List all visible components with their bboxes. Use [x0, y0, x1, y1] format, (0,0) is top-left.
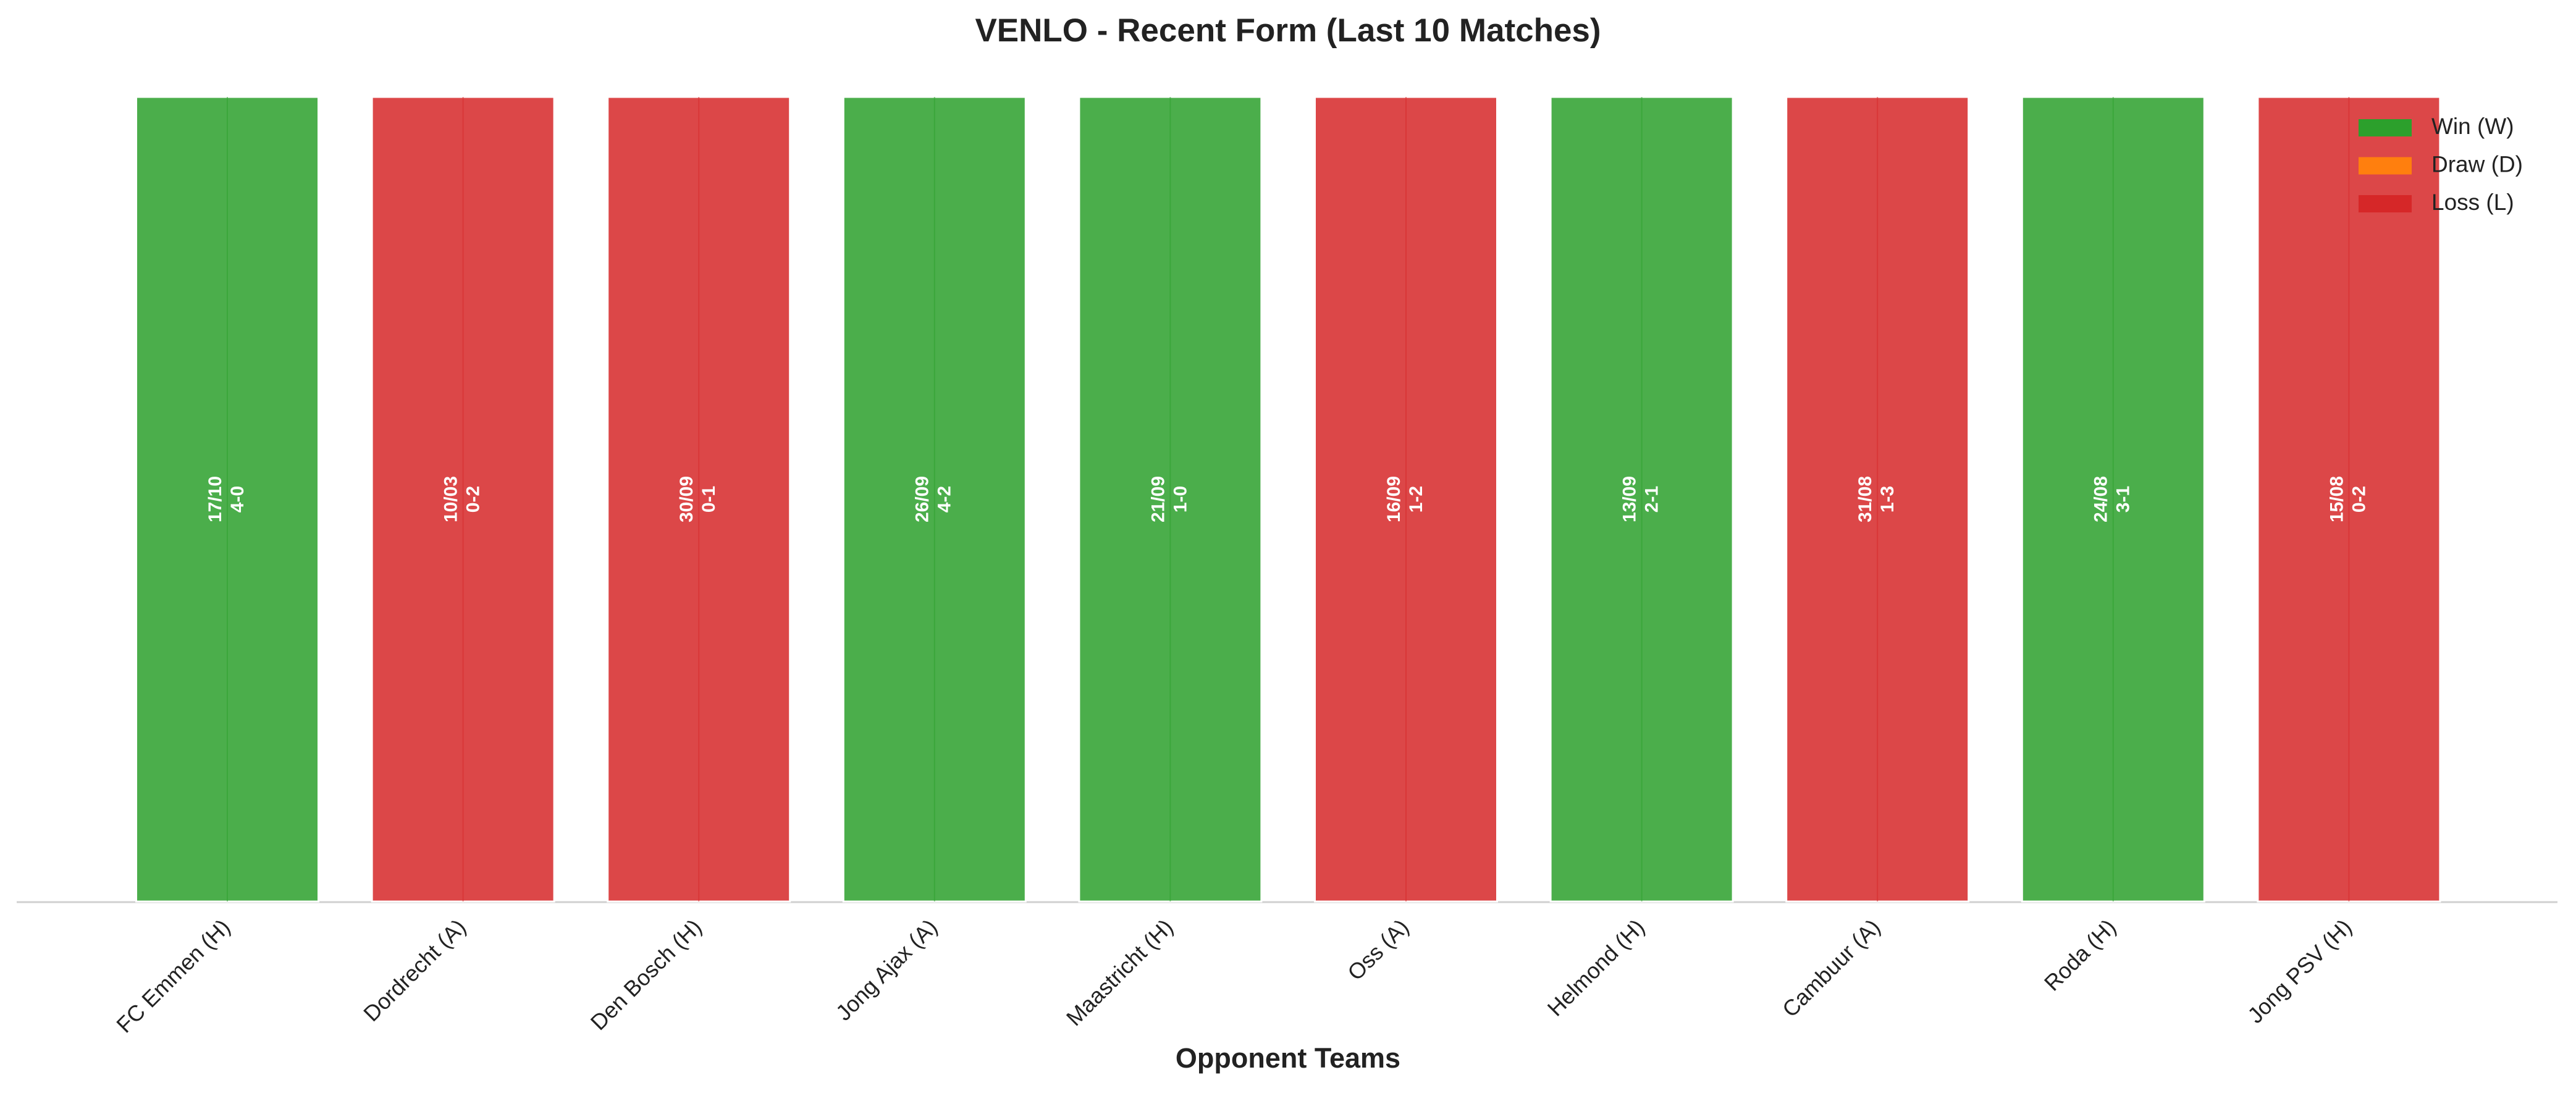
match-date: 24/08: [2091, 476, 2111, 522]
legend-swatch: [2359, 157, 2412, 175]
match-date: 21/09: [1148, 476, 1168, 522]
x-tick-label: Cambuur (A): [1777, 914, 1885, 1022]
chart-title: VENLO - Recent Form (Last 10 Matches): [975, 12, 1601, 49]
match-date: 31/08: [1855, 476, 1875, 522]
match-score: 1-0: [1170, 486, 1190, 512]
match-date: 15/08: [2326, 476, 2347, 522]
match-score: 0-2: [2349, 486, 2369, 512]
match-date: 13/09: [1620, 476, 1640, 522]
legend-swatch: [2359, 119, 2412, 136]
x-tick-label: Jong Ajax (A): [831, 914, 942, 1025]
x-tick-label: Den Bosch (H): [586, 914, 707, 1035]
match-score: 4-0: [227, 486, 248, 512]
match-score: 2-1: [1642, 486, 1662, 512]
match-score: 0-1: [699, 486, 719, 512]
legend-label: Win (W): [2431, 114, 2514, 139]
match-score: 1-3: [1877, 486, 1898, 512]
match-date: 17/10: [205, 476, 225, 522]
x-tick-label: FC Emmen (H): [111, 914, 235, 1037]
x-tick-label: Dordrecht (A): [358, 914, 471, 1026]
match-date: 26/09: [912, 476, 933, 522]
x-tick-label: Maastricht (H): [1061, 914, 1178, 1031]
legend-label: Draw (D): [2431, 151, 2523, 177]
match-date: 10/03: [441, 476, 461, 522]
x-axis-label: Opponent Teams: [1176, 1042, 1400, 1074]
match-score: 3-1: [2113, 486, 2134, 512]
match-score: 0-2: [463, 486, 484, 512]
x-tick-label: Oss (A): [1342, 914, 1413, 985]
match-date: 16/09: [1384, 476, 1404, 522]
match-score: 4-2: [935, 486, 955, 512]
legend-swatch: [2359, 195, 2412, 212]
match-score: 1-2: [1406, 486, 1426, 512]
x-tick-label: Jong PSV (H): [2242, 914, 2357, 1028]
legend-label: Loss (L): [2431, 190, 2514, 215]
match-date: 30/09: [676, 476, 697, 522]
x-tick-label: Helmond (H): [1543, 914, 1649, 1021]
x-tick-label: Roda (H): [2039, 914, 2121, 995]
